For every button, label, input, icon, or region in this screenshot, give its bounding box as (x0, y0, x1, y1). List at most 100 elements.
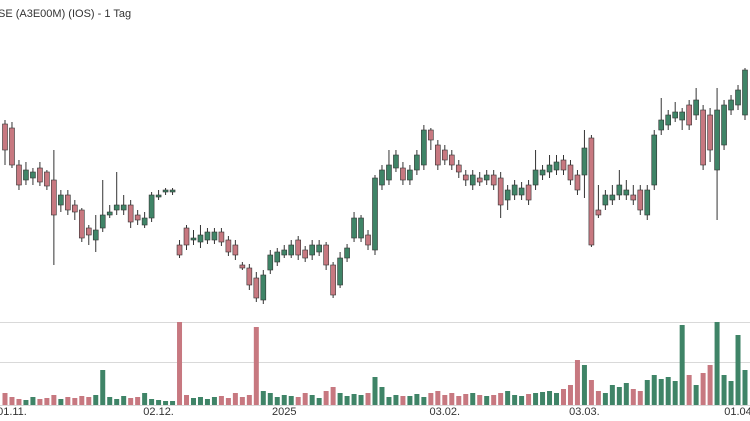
volume-bar (260, 391, 266, 405)
candle-body (148, 194, 155, 219)
volume-bar (197, 397, 203, 405)
candle-body (253, 277, 260, 299)
volume-bar (253, 327, 259, 405)
volume-bar (16, 399, 22, 405)
candle-body (197, 234, 204, 243)
volume-bar (421, 397, 427, 405)
candle-body (72, 204, 78, 213)
candle-body (490, 174, 497, 186)
candle-body (372, 177, 378, 251)
volume-bar (302, 393, 308, 405)
candle-body (169, 189, 176, 193)
x-tick-label: 03.03. (569, 406, 600, 418)
candle-body (260, 274, 267, 301)
volume-bar (177, 322, 183, 405)
volume-bar (609, 385, 615, 405)
volume-bar (211, 397, 217, 405)
volume-bar (672, 381, 678, 405)
volume-bar (735, 335, 741, 405)
volume-bar (616, 387, 622, 405)
volume-bar (51, 395, 57, 405)
candle-body (679, 111, 685, 121)
candle-body (281, 249, 288, 256)
candle-body (225, 239, 232, 253)
volume-bar (149, 399, 155, 405)
volume-bar (156, 400, 162, 405)
volume-bar (407, 396, 413, 405)
candle-body (651, 134, 658, 186)
candle-body (567, 164, 574, 181)
candle-body (16, 164, 22, 186)
candle-body (455, 164, 462, 173)
candle-body (539, 169, 546, 176)
volume-bar (721, 375, 727, 405)
candle-body (693, 99, 699, 116)
candle-body (609, 194, 616, 201)
volume-bar (554, 393, 560, 405)
volume-bar (135, 397, 141, 405)
volume-bar (512, 395, 518, 405)
candle-body (742, 69, 748, 116)
volume-bar (574, 360, 580, 405)
volume-bar (44, 398, 50, 405)
candle-body (58, 194, 64, 206)
volume-bar (651, 375, 657, 405)
volume-bar (519, 396, 525, 405)
candle-body (714, 109, 720, 171)
candle-body (218, 231, 225, 243)
candle-body (113, 204, 120, 211)
volume-bar (170, 401, 176, 405)
x-tick-label: 01.11. (0, 406, 27, 418)
volume-bar (232, 393, 238, 405)
candle-body (323, 244, 329, 266)
candle-body (700, 109, 706, 166)
candle-body (120, 204, 127, 211)
panes (0, 322, 750, 406)
volume-bar (184, 395, 190, 405)
candle-body (351, 217, 357, 239)
volume-bar (30, 397, 36, 405)
candle-body (267, 254, 274, 271)
volume-bar (295, 397, 301, 405)
candle-body (379, 169, 385, 186)
candle-body (65, 194, 71, 211)
volume-bar (23, 400, 29, 405)
candle-body (414, 154, 420, 171)
candle-body (637, 189, 644, 211)
candle-body (588, 137, 595, 246)
volume-bar (393, 395, 399, 405)
volume-bar (623, 383, 629, 405)
volume-bar (330, 387, 336, 405)
candle-body (78, 209, 85, 239)
volume-bar (435, 391, 441, 405)
volume-bar (505, 391, 511, 405)
candle-body (546, 164, 553, 173)
volume-bar (463, 394, 469, 405)
candle-body (658, 119, 665, 131)
candle-body (176, 244, 183, 256)
candle-body (581, 147, 588, 176)
x-tick-label: 01.04 (724, 406, 750, 418)
x-tick-label: 03.02. (430, 406, 461, 418)
volume-bar (86, 397, 92, 405)
volume-bar (693, 385, 699, 405)
candle-body (630, 194, 637, 201)
volume-bar (581, 365, 587, 405)
volume-bar (288, 396, 294, 405)
volume-bar (79, 396, 85, 405)
volume-bar (100, 370, 106, 405)
volume-bar (379, 387, 385, 405)
candle-body (707, 114, 713, 151)
volume-bar (533, 393, 539, 405)
volume-bar (344, 396, 350, 405)
candle-body (442, 149, 448, 161)
candle-body (511, 184, 518, 196)
candle-body (141, 217, 148, 226)
candle-body (2, 123, 8, 151)
candle-body (155, 194, 162, 198)
volume-bar (121, 396, 127, 405)
volume-bar (728, 381, 734, 405)
candle-body (560, 159, 567, 171)
volume-bar (498, 393, 504, 405)
